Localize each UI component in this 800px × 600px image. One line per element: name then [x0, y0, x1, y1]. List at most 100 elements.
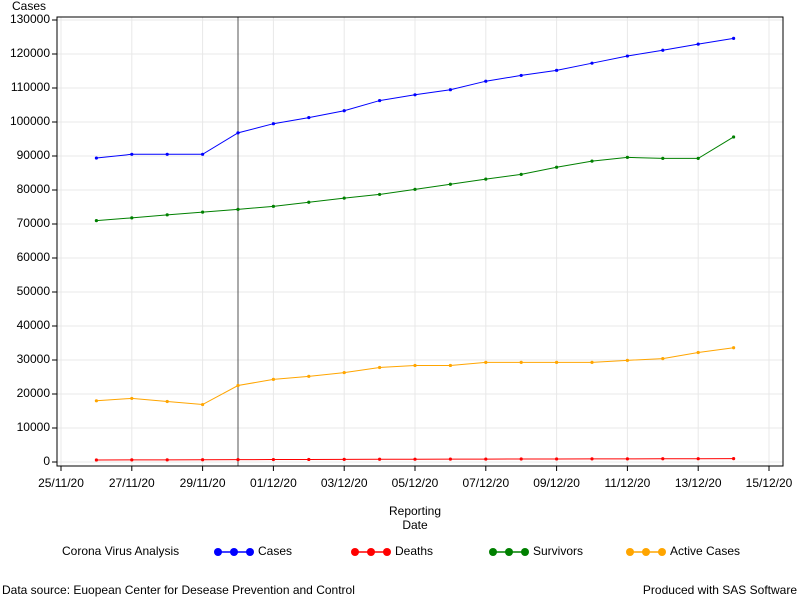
data-point [519, 360, 523, 364]
data-point [519, 457, 523, 461]
x-tick-label: 25/11/20 [38, 476, 84, 490]
data-point [130, 216, 134, 220]
data-point [165, 152, 169, 156]
data-point [484, 177, 488, 181]
data-point [165, 213, 169, 217]
data-point [236, 458, 240, 462]
legend-marker [658, 548, 666, 556]
legend-marker [230, 548, 238, 556]
legend-label: Deaths [395, 544, 433, 558]
y-tick-label: 30000 [17, 352, 51, 366]
data-point [448, 363, 452, 368]
plot-frame [56, 16, 784, 467]
data-point [732, 346, 736, 350]
data-point [590, 457, 594, 461]
data-point [342, 457, 346, 461]
y-axis-label: Cases [12, 0, 46, 13]
data-point [236, 383, 240, 388]
y-tick-label: 10000 [17, 420, 51, 434]
data-point [555, 165, 559, 169]
y-tick-label: 0 [43, 454, 50, 468]
data-point [625, 155, 630, 159]
data-point [201, 402, 205, 407]
data-point [130, 396, 134, 401]
data-point [555, 457, 559, 461]
data-point [696, 42, 700, 46]
y-tick-label: 60000 [17, 250, 51, 264]
data-point [271, 377, 275, 381]
x-tick-label: 03/12/20 [321, 476, 368, 490]
data-point [696, 156, 700, 160]
legend-marker [626, 548, 634, 556]
data-point [625, 457, 630, 461]
legend-label: Survivors [533, 544, 583, 558]
legend-label: Active Cases [670, 544, 740, 558]
x-tick-label: 11/12/20 [604, 476, 650, 490]
data-point [378, 457, 382, 461]
data-point [130, 458, 134, 462]
x-tick-label: 07/12/20 [462, 476, 509, 490]
data-point [94, 156, 98, 160]
data-point [236, 207, 240, 211]
data-point [661, 357, 665, 361]
data-point [307, 457, 311, 462]
footnote: Data source: Euopean Center for Desease … [2, 583, 355, 597]
legend-marker [642, 548, 650, 556]
x-tick-label: 29/11/20 [180, 476, 226, 490]
x-tick-label: 13/12/20 [675, 476, 722, 490]
legend-marker [505, 548, 513, 556]
legend-marker [246, 548, 254, 556]
data-point [165, 458, 169, 462]
data-point [696, 457, 700, 461]
x-tick-label: 27/11/20 [109, 476, 155, 490]
legend-marker [521, 548, 529, 556]
legend-label: Cases [258, 544, 292, 558]
y-tick-label: 120000 [10, 46, 50, 60]
data-point [732, 457, 736, 461]
data-point [732, 135, 736, 139]
data-point [625, 358, 630, 362]
data-point [378, 365, 382, 370]
data-point [271, 122, 275, 126]
data-point [448, 182, 452, 186]
data-point [307, 115, 311, 120]
data-point [236, 131, 240, 135]
data-point [484, 360, 488, 364]
x-tick-label: 05/12/20 [392, 476, 439, 490]
data-point [484, 457, 488, 461]
x-tick-label: 09/12/20 [533, 476, 580, 490]
data-point [590, 360, 594, 364]
data-point [555, 360, 559, 364]
data-point [625, 54, 630, 58]
data-point [307, 374, 311, 378]
data-point [165, 399, 169, 404]
y-tick-label: 40000 [17, 318, 51, 332]
data-point [94, 458, 98, 462]
y-tick-label: 20000 [17, 386, 51, 400]
data-point [519, 172, 523, 176]
x-tick-label: 15/12/20 [746, 476, 793, 490]
y-tick-label: 100000 [10, 114, 50, 128]
data-point [94, 219, 98, 223]
data-point [484, 79, 488, 83]
data-point [201, 210, 205, 214]
data-point [413, 187, 417, 191]
y-tick-label: 110000 [11, 80, 50, 94]
data-point [590, 159, 594, 163]
x-axis-label: Reporting Date [388, 504, 442, 532]
data-point [661, 156, 665, 160]
data-point [271, 204, 275, 208]
y-tick-label: 130000 [10, 12, 50, 26]
y-tick-label: 90000 [17, 148, 51, 162]
data-point [201, 458, 205, 462]
data-point [448, 457, 452, 461]
data-point [130, 152, 134, 156]
data-point [696, 350, 700, 355]
data-point [307, 200, 311, 204]
data-point [413, 363, 417, 368]
data-point [342, 370, 346, 375]
data-point [201, 152, 205, 156]
legend-marker [489, 548, 497, 556]
